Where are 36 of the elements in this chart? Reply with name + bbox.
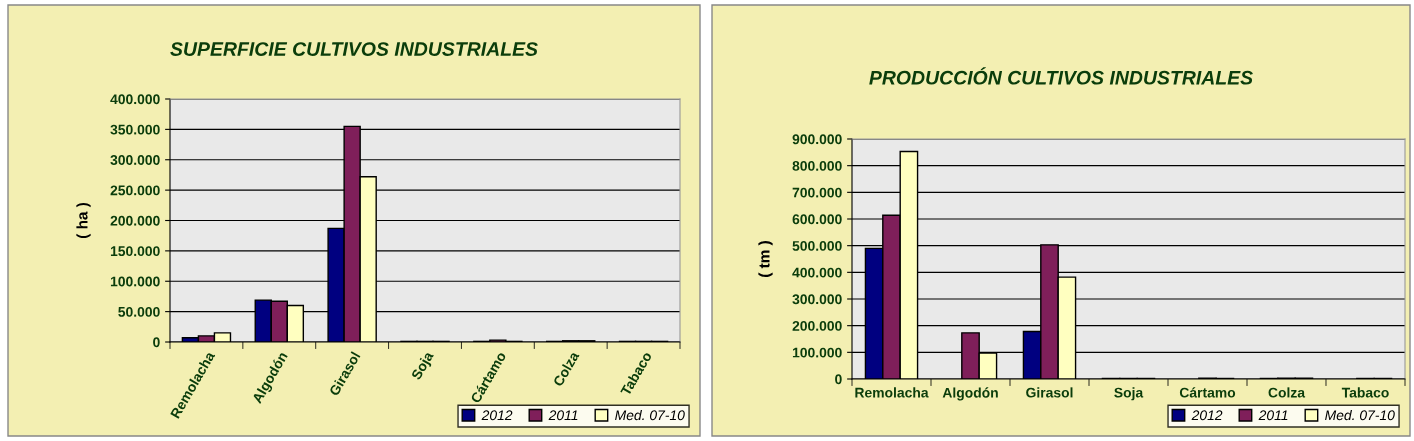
y-tick-label: 200.000 <box>110 215 160 226</box>
legend-label: 2011 <box>548 410 578 421</box>
x-tick-label: Cártamo <box>1179 387 1236 398</box>
y-tick-label: 300.000 <box>110 155 160 165</box>
y-tick-label: 400.000 <box>792 267 842 278</box>
y-tick-label: 0 <box>153 337 160 348</box>
x-tick-label: Tabaco <box>1341 387 1389 398</box>
y-tick-label: 300.000 <box>792 294 842 305</box>
y-tick-label: 600.000 <box>792 214 842 225</box>
legend-label: Med. 07-10 <box>1325 409 1395 421</box>
x-tick-label: Girasol <box>1026 387 1073 398</box>
y-tick-label: 0 <box>835 374 842 385</box>
y-tick-label: 500.000 <box>792 241 842 251</box>
y-axis-title: ( tm ) <box>758 241 773 277</box>
y-tick-label: 400.000 <box>110 94 160 105</box>
y-tick-label: 100.000 <box>792 347 842 358</box>
legend-label: 2011 <box>1258 410 1288 421</box>
y-tick-label: 50.000 <box>118 306 160 317</box>
x-tick-label: Remolacha <box>855 387 929 398</box>
y-tick-label: 150.000 <box>110 246 160 257</box>
legend-label: Med. 07-10 <box>615 409 685 421</box>
y-tick-label: 350.000 <box>110 124 160 135</box>
chart-title: SUPERFICIE CULTIVOS INDUSTRIALES <box>170 42 538 56</box>
x-tick-label: Soja <box>1114 387 1144 401</box>
y-tick-label: 800.000 <box>792 161 842 171</box>
y-tick-label: 900.000 <box>792 134 842 145</box>
y-tick-label: 200.000 <box>792 321 842 331</box>
chart-title: PRODUCCIÓN CULTIVOS INDUSTRIALES <box>869 67 1253 85</box>
y-axis-title: ( ha ) <box>76 203 91 238</box>
x-tick-label: Algodón <box>942 387 998 401</box>
y-tick-label: 250.000 <box>110 185 160 196</box>
legend-label: 2012 <box>1191 410 1223 421</box>
y-tick-label: 100.000 <box>110 276 160 287</box>
x-tick-label: Colza <box>1268 387 1306 398</box>
y-tick-label: 700.000 <box>792 187 842 198</box>
legend-label: 2012 <box>481 410 513 421</box>
